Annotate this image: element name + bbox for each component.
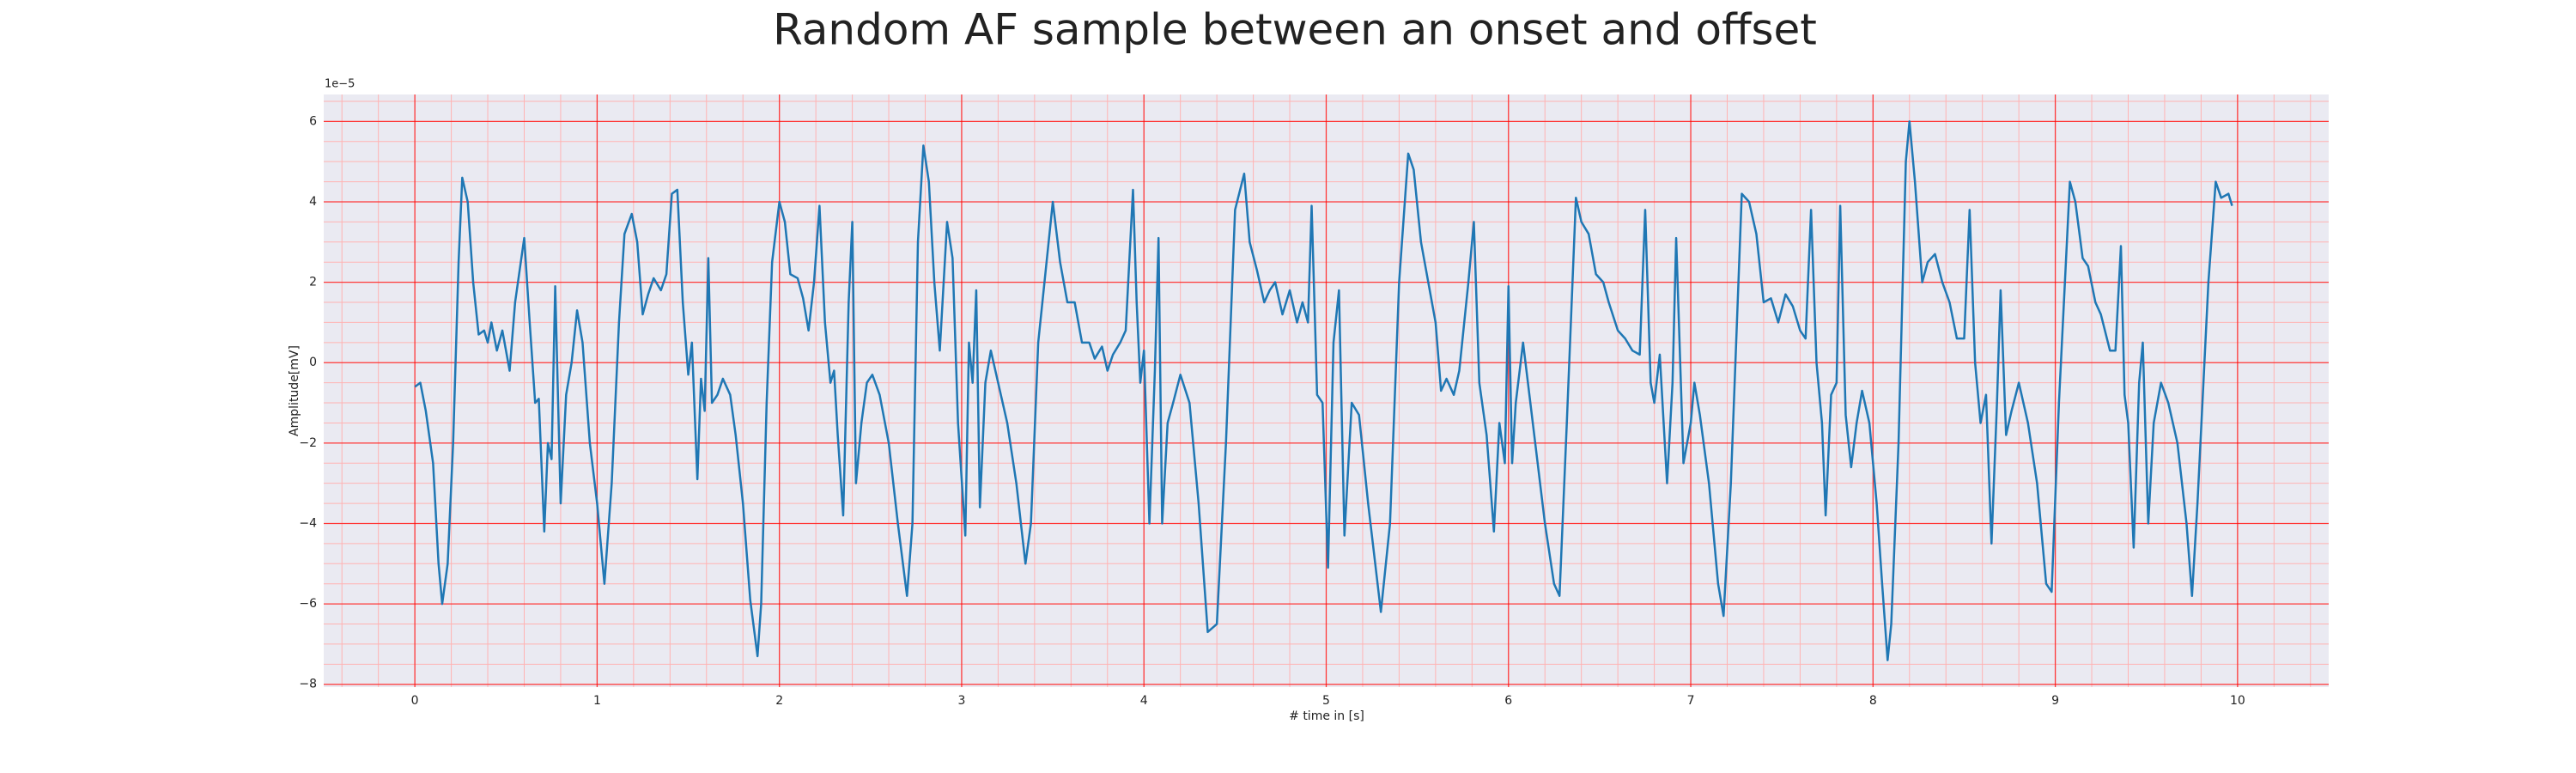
y-tick-label: 4 <box>309 195 317 209</box>
x-tick-label: 6 <box>1504 694 1512 708</box>
y-offset-label: 1e−5 <box>325 78 355 91</box>
y-tick-label: 0 <box>309 356 317 369</box>
x-tick-label: 10 <box>2230 694 2245 708</box>
x-tick-label: 9 <box>2051 694 2059 708</box>
signal-line <box>414 120 2233 661</box>
x-axis-label: # time in [s] <box>1289 709 1364 723</box>
x-tick-label: 8 <box>1869 694 1877 708</box>
x-tick-label: 4 <box>1140 694 1148 708</box>
y-tick-label: 2 <box>309 276 317 289</box>
chart-title: Random AF sample between an onset and of… <box>773 5 1817 55</box>
y-tick-label: −2 <box>299 436 317 450</box>
x-tick-label: 0 <box>411 694 419 708</box>
y-tick-label: 6 <box>309 114 317 128</box>
x-tick-label: 7 <box>1687 694 1695 708</box>
y-tick-label: −8 <box>299 678 317 691</box>
y-axis-label: Amplitude[mV] <box>288 345 301 436</box>
x-tick-label: 1 <box>593 694 601 708</box>
y-tick-label: −6 <box>299 597 317 611</box>
x-tick-label: 2 <box>775 694 783 708</box>
y-tick-label: −4 <box>299 516 317 530</box>
x-tick-label: 3 <box>957 694 965 708</box>
x-tick-label: 5 <box>1322 694 1330 708</box>
